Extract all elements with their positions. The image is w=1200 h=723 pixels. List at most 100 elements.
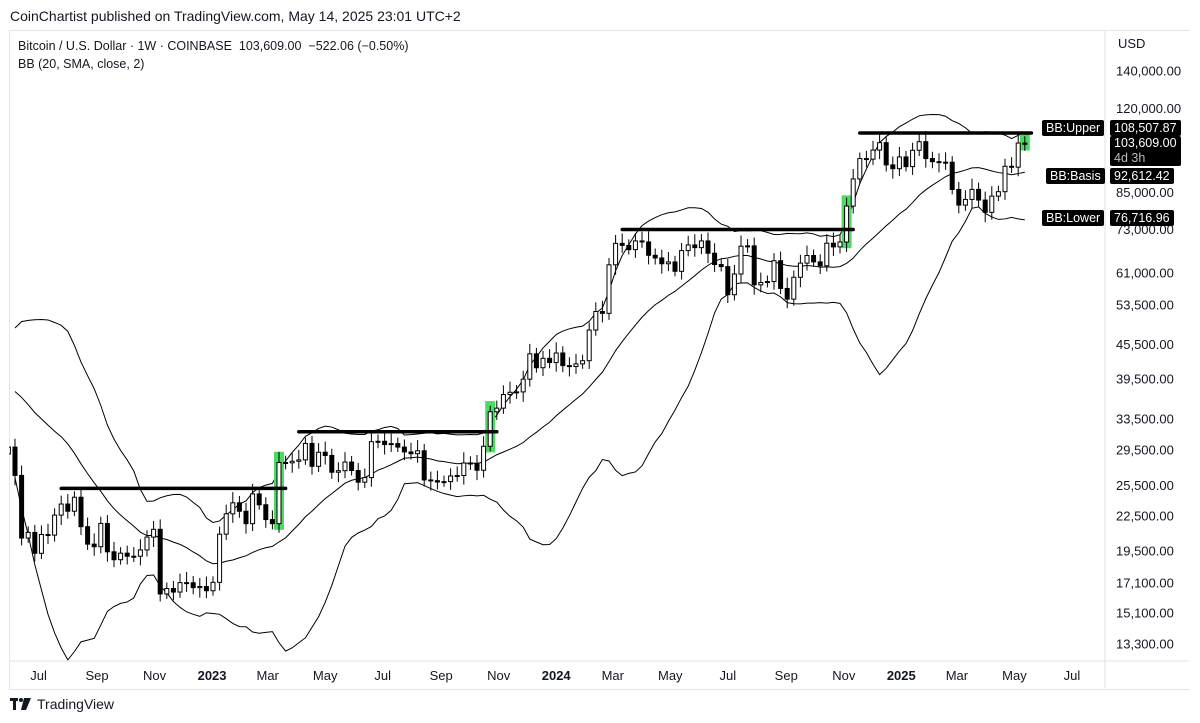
candle <box>19 465 25 546</box>
candle <box>316 443 322 473</box>
candle <box>870 140 876 165</box>
candle-body <box>322 451 328 456</box>
candle-body <box>520 378 526 393</box>
candle <box>1022 136 1028 151</box>
candle-body <box>830 242 836 248</box>
price-change: −522.06 (−0.50%) <box>308 39 409 53</box>
candle <box>302 437 308 465</box>
candle-body <box>349 461 355 472</box>
candle-body <box>514 391 520 394</box>
candle-body <box>78 496 84 528</box>
candle <box>844 197 850 252</box>
candle <box>639 231 645 248</box>
price-tick-label: 33,500.00 <box>1116 412 1174 427</box>
candle-body <box>751 245 757 286</box>
candle-body <box>877 142 883 151</box>
bb-upper-band <box>14 114 1026 523</box>
candle <box>322 441 328 465</box>
tradingview-logo[interactable]: TradingView <box>10 696 114 712</box>
candle-body <box>144 536 150 551</box>
candle <box>184 571 190 592</box>
candle <box>593 302 599 336</box>
candle <box>309 435 315 475</box>
candle <box>910 142 916 175</box>
candle-body <box>1009 165 1015 168</box>
candle <box>599 300 605 323</box>
candle-body <box>368 441 374 479</box>
candle <box>170 580 176 601</box>
candle-body <box>883 142 889 166</box>
candle-body <box>395 443 401 448</box>
time-tick-label: May <box>1002 668 1027 683</box>
candle <box>883 135 889 172</box>
candle-body <box>170 588 176 593</box>
candle <box>817 254 823 275</box>
candle <box>177 573 183 598</box>
candle <box>71 491 77 517</box>
candle-body <box>804 255 810 264</box>
candle <box>104 515 110 562</box>
candle <box>705 232 711 264</box>
candle <box>91 533 97 556</box>
candle-body <box>844 205 850 243</box>
candle-body <box>731 273 737 296</box>
candle <box>692 234 698 257</box>
candle <box>791 270 797 306</box>
candle <box>751 237 757 295</box>
candle-body <box>111 551 117 561</box>
candle-body <box>203 585 209 592</box>
bb-upper-value: 108,507.87 <box>1110 120 1181 136</box>
price-tick-label: 45,500.00 <box>1116 337 1174 352</box>
time-tick-label: Jul <box>1064 668 1081 683</box>
candle <box>962 190 968 211</box>
candle-body <box>401 446 407 453</box>
candle <box>263 497 269 528</box>
candle-body <box>467 462 473 465</box>
candle-body <box>745 245 751 248</box>
candle-body <box>230 502 236 515</box>
candle <box>368 430 374 487</box>
candle <box>474 454 480 481</box>
candle <box>210 576 216 596</box>
candle <box>778 251 784 295</box>
candle-body <box>236 502 242 512</box>
currency-label[interactable]: USD <box>1118 36 1146 51</box>
candle-body <box>718 264 724 268</box>
candle-body <box>817 261 823 267</box>
candle <box>764 275 770 288</box>
candle <box>131 547 137 562</box>
candle <box>467 456 473 470</box>
candle-body <box>573 363 579 367</box>
candle <box>553 342 559 372</box>
candle <box>12 438 18 486</box>
candle <box>190 575 196 595</box>
candle-body <box>250 493 256 525</box>
candle-body <box>0 450 4 453</box>
candle-body <box>329 454 335 473</box>
brand-name: TradingView <box>37 696 115 712</box>
candle-body <box>705 240 711 254</box>
candle-body <box>1015 142 1021 168</box>
candle <box>9 446 11 455</box>
candle <box>857 152 863 184</box>
publisher-caption: CoinChartist published on TradingView.co… <box>10 8 461 24</box>
price-tick-label: 29,500.00 <box>1116 443 1174 458</box>
candle <box>533 347 539 373</box>
candle-body <box>91 543 97 548</box>
candle <box>547 349 553 369</box>
price-tick-label: 53,500.00 <box>1116 298 1174 313</box>
candle <box>98 516 104 554</box>
candle-body <box>263 504 269 521</box>
indicator-label[interactable]: BB (20, SMA, close, 2) <box>18 57 145 71</box>
candle <box>685 235 691 257</box>
symbol-title[interactable]: Bitcoin / U.S. Dollar · 1W · COINBASE <box>18 39 232 53</box>
candle <box>349 456 355 476</box>
candle <box>837 235 843 254</box>
candle-body <box>335 470 341 473</box>
candle <box>771 253 777 290</box>
candle <box>646 231 652 265</box>
candle <box>923 130 929 168</box>
candle-body <box>474 462 480 471</box>
candle-body <box>850 178 856 207</box>
